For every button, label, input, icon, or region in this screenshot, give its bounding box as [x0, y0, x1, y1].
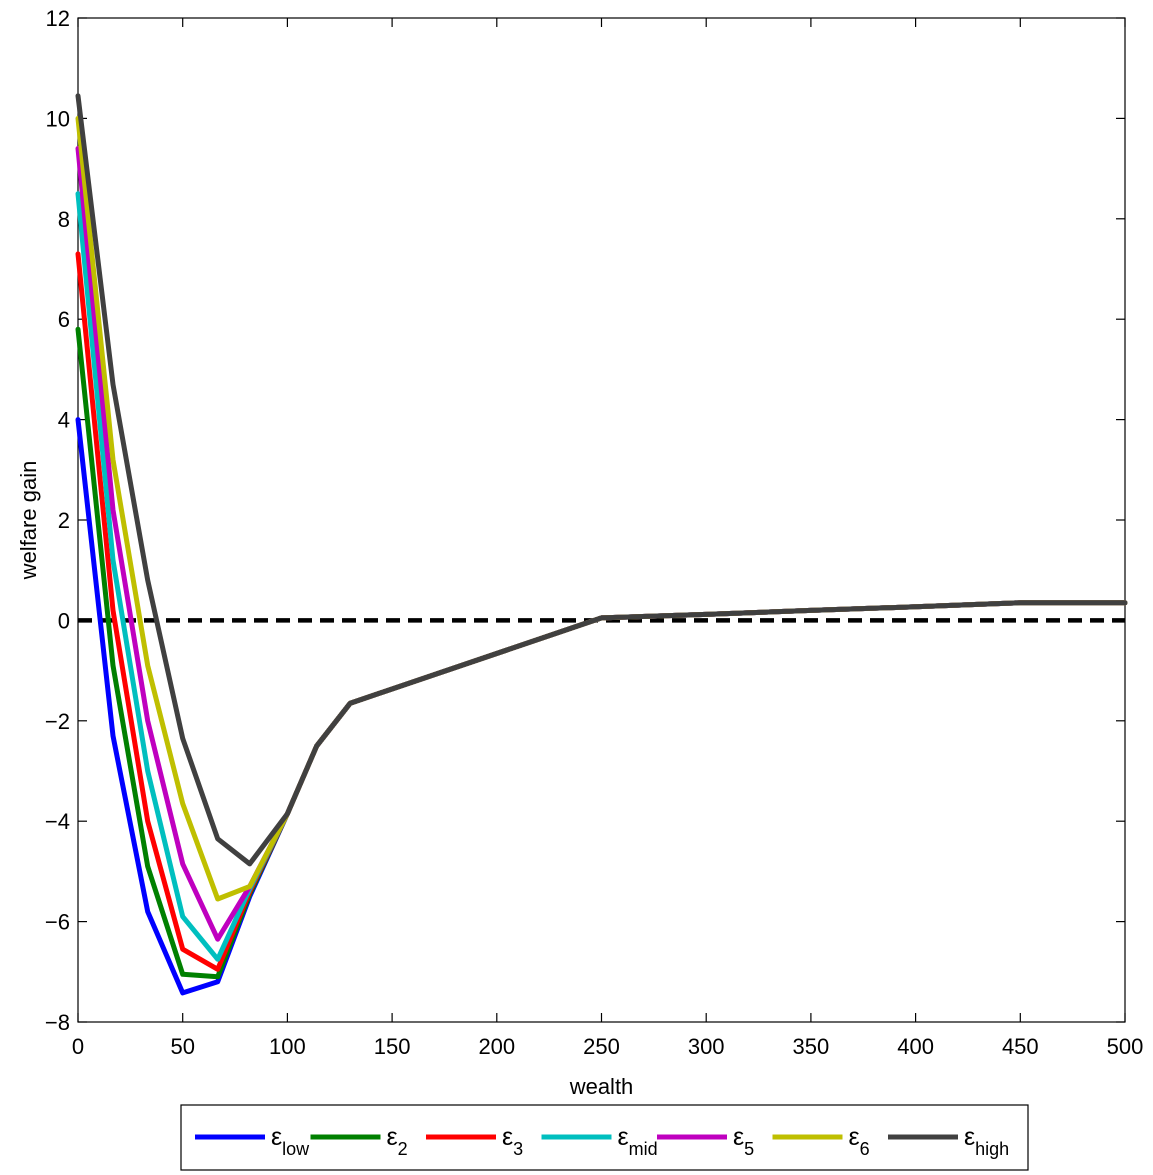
legend-symbol: ε — [964, 1123, 975, 1151]
tick-labels: 0 50 100 150 200 250 300 350 400 450 500 −8 −6 −4 −2 0 2… — [45, 6, 1143, 1059]
legend-entry-low: εlow — [271, 1123, 310, 1159]
legend-entry-3: ε3 — [502, 1123, 523, 1159]
series-line-6 — [75, 115, 1128, 902]
x-tick-label: 100 — [269, 1034, 306, 1059]
y-tick-label: 2 — [58, 508, 70, 533]
plot-frame — [77, 17, 1126, 1023]
series-lines — [75, 93, 1128, 996]
legend-entry-6: ε6 — [849, 1123, 870, 1159]
legend-entry-5: ε5 — [733, 1123, 754, 1159]
y-tick-label: 10 — [46, 106, 70, 131]
legend-symbol: ε — [502, 1123, 513, 1151]
y-tick-label: 0 — [58, 608, 70, 633]
y-tick-label: 6 — [58, 307, 70, 332]
legend-subscript: 3 — [513, 1139, 523, 1159]
legend-symbol: ε — [387, 1123, 398, 1151]
x-tick-label: 400 — [897, 1034, 934, 1059]
x-tick-label: 300 — [688, 1034, 725, 1059]
tick-marks — [77, 17, 1126, 1023]
series-line-mid — [75, 191, 1128, 962]
x-tick-label: 0 — [72, 1034, 84, 1059]
y-tick-label: −2 — [45, 709, 70, 734]
legend-subscript: 2 — [398, 1139, 408, 1159]
x-tick-label: 50 — [170, 1034, 194, 1059]
y-tick-label: −4 — [45, 809, 70, 834]
series-line-5 — [75, 146, 1128, 942]
legend-entry-high: εhigh — [964, 1123, 1009, 1159]
x-tick-label: 500 — [1107, 1034, 1144, 1059]
legend-subscript: high — [975, 1139, 1009, 1159]
y-tick-label: 8 — [58, 207, 70, 232]
x-tick-label: 150 — [374, 1034, 411, 1059]
y-axis-label: welfare gain — [16, 461, 41, 581]
series-line-high — [75, 93, 1128, 867]
plot-area: 0 50 100 150 200 250 300 350 400 450 500 −8 −6 −4 −2 0 2… — [45, 6, 1143, 1059]
legend: εlow ε2 ε3 εmid ε5 ε6 εhigh — [180, 1104, 1029, 1171]
legend-symbol: ε — [849, 1123, 860, 1151]
legend-subscript: low — [282, 1139, 310, 1159]
x-axis-label: wealth — [569, 1074, 634, 1099]
y-tick-label: 12 — [46, 6, 70, 31]
series-line-2 — [75, 326, 1128, 980]
legend-entry-2: ε2 — [387, 1123, 408, 1159]
legend-symbol: ε — [733, 1123, 744, 1151]
legend-subscript: 6 — [860, 1139, 870, 1159]
legend-subscript: 5 — [744, 1139, 754, 1159]
legend-symbol: ε — [271, 1123, 282, 1151]
y-tick-label: 4 — [58, 408, 70, 433]
y-tick-label: −8 — [45, 1010, 70, 1035]
y-tick-label: −6 — [45, 910, 70, 935]
x-tick-label: 200 — [478, 1034, 515, 1059]
x-tick-label: 250 — [583, 1034, 620, 1059]
series-line-3 — [75, 251, 1128, 972]
legend-entry-mid: εmid — [618, 1123, 658, 1159]
x-tick-label: 450 — [1002, 1034, 1039, 1059]
x-tick-label: 350 — [793, 1034, 830, 1059]
legend-symbol: ε — [618, 1123, 629, 1151]
legend-subscript: mid — [629, 1139, 658, 1159]
